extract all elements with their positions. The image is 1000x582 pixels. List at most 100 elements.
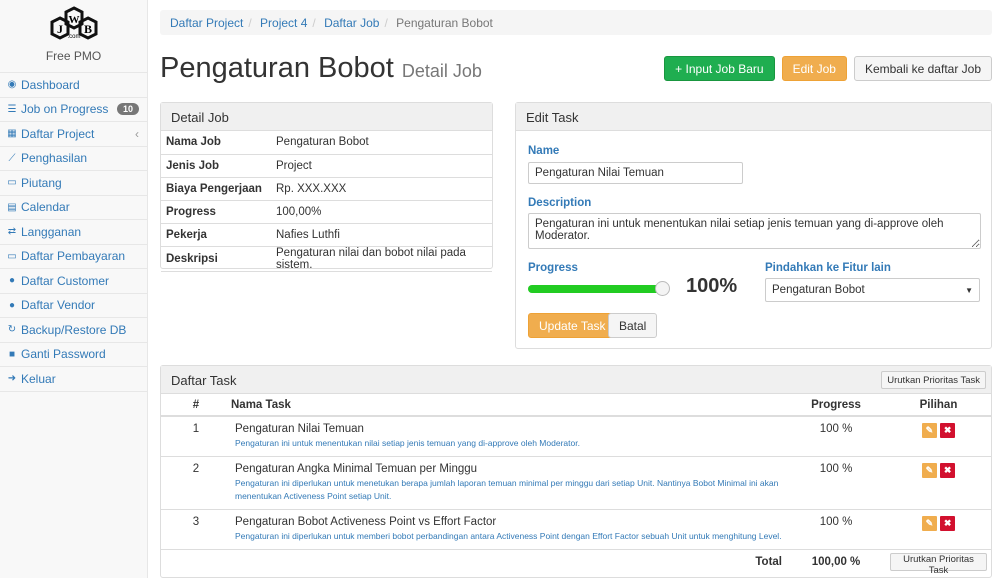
sidebar-item-label: Daftar Vendor [21,298,95,312]
sidebar-item-label: Piutang [21,176,62,190]
detail-value: Pengaturan nilai dan bobot nilai pada si… [271,246,492,271]
lock-icon: ■ [5,349,19,360]
sidebar-item-label: Daftar Project [21,127,94,141]
count-badge: 10 [117,103,139,115]
sidebar-item-calendar[interactable]: ▤Calendar [0,196,147,221]
task-progress: 100 % [786,416,886,457]
task-name: Pengaturan Nilai Temuan [235,423,782,435]
panel-title: Edit Task [516,103,991,131]
move-feature-select[interactable]: Pengaturan Bobot▼ [765,278,980,302]
name-label: Name [528,145,559,157]
calendar-icon: ▤ [5,202,19,213]
svg-text:B: B [83,22,91,36]
total-label: Total [161,550,786,582]
sidebar-item-backup-restore-db[interactable]: ↻Backup/Restore DB [0,318,147,343]
table-row: 2 Pengaturan Angka Minimal Temuan per Mi… [161,457,991,510]
sidebar-item-daftar-customer[interactable]: ●Daftar Customer [0,269,147,294]
progress-value: 100% [686,275,737,298]
task-description: Pengaturan ini untuk menentukan nilai se… [235,437,782,450]
progress-slider-fill [528,285,663,293]
money-icon: ▭ [5,177,19,188]
sidebar-item-langganan[interactable]: ⇄Langganan [0,220,147,245]
sidebar-item-dashboard[interactable]: ◉Dashboard [0,73,147,98]
sort-priority-button-bottom[interactable]: Urutkan Prioritas Task [890,553,987,571]
col-task-name: Nama Task [231,394,786,416]
task-progress: 100 % [786,457,886,510]
detail-key: Nama Job [161,131,271,154]
logo: J W B .com [0,0,147,48]
table-row: 1 Pengaturan Nilai Temuan Pengaturan ini … [161,416,991,457]
description-label: Description [528,197,591,209]
sidebar-item-daftar-project[interactable]: ▦Daftar Project ‹ [0,122,147,147]
sort-priority-button[interactable]: Urutkan Prioritas Task [881,371,986,389]
edit-task-panel: Edit Task Name Description Pengaturan in… [515,102,992,349]
sidebar-item-label: Daftar Customer [21,274,109,288]
breadcrumb: Daftar Project/ Project 4/ Daftar Job/ P… [160,10,992,35]
back-to-job-list-button[interactable]: Kembali ke daftar Job [854,56,992,81]
task-number: 1 [161,416,231,457]
sidebar-item-job-on-progress[interactable]: ☰Job on Progress 10 [0,98,147,123]
breadcrumb-current: Pengaturan Bobot [396,16,493,30]
line-chart-icon: ⟋ [5,153,19,164]
move-feature-label: Pindahkan ke Fitur lain [765,262,891,274]
edit-icon[interactable]: ✎ [922,516,937,531]
sidebar-item-daftar-pembayaran[interactable]: ▭Daftar Pembayaran [0,245,147,270]
jwb-logo-icon: J W B .com [44,4,104,44]
task-number: 2 [161,457,231,510]
task-name-input[interactable] [528,162,743,184]
dashboard-icon: ◉ [5,79,19,90]
edit-icon[interactable]: ✎ [922,423,937,438]
sidebar-item-penghasilan[interactable]: ⟋Penghasilan [0,147,147,172]
detail-value: 100,00% [271,200,492,223]
sidebar-item-label: Backup/Restore DB [21,323,126,337]
cancel-button[interactable]: Batal [608,313,657,338]
delete-icon[interactable]: ✖ [940,463,955,478]
edit-icon[interactable]: ✎ [922,463,937,478]
input-job-baru-button[interactable]: + Input Job Baru [664,56,774,81]
table-icon: ▦ [5,128,19,139]
edit-job-button[interactable]: Edit Job [782,56,847,81]
total-value: 100,00 % [786,550,886,582]
progress-slider[interactable] [528,285,663,293]
sidebar-item-label: Job on Progress [21,102,108,116]
brand-name: Free PMO [0,48,147,64]
sidebar-item-label: Keluar [21,372,56,386]
sidebar-item-ganti-password[interactable]: ■Ganti Password [0,343,147,368]
panel-title: Detail Job [161,103,492,131]
sidebar: J W B .com Free PMO ◉Dashboard☰Job on Pr… [0,0,148,578]
task-progress: 100 % [786,510,886,550]
sidebar-item-keluar[interactable]: ➜Keluar [0,367,147,392]
delete-icon[interactable]: ✖ [940,423,955,438]
update-task-button[interactable]: Update Task [528,313,617,338]
detail-key: Jenis Job [161,154,271,177]
tasks-icon: ☰ [5,104,19,115]
breadcrumb-daftar-job[interactable]: Daftar Job [324,16,379,30]
detail-value: Rp. XXX.XXX [271,177,492,200]
svg-text:.com: .com [67,34,80,40]
breadcrumb-daftar-project[interactable]: Daftar Project [170,16,243,30]
task-description: Pengaturan ini diperlukan untuk menetuka… [235,477,782,503]
sidebar-item-piutang[interactable]: ▭Piutang [0,171,147,196]
money-icon: ▭ [5,251,19,262]
delete-icon[interactable]: ✖ [940,516,955,531]
sidebar-item-daftar-vendor[interactable]: ●Daftar Vendor [0,294,147,319]
detail-value: Project [271,154,492,177]
task-description: Pengaturan ini diperlukan untuk memberi … [235,530,782,543]
chevron-left-icon: ‹ [135,127,139,141]
col-options: Pilihan [886,394,991,416]
panel-title: Daftar Task [171,373,237,388]
retweet-icon: ⇄ [5,226,19,237]
caret-down-icon: ▼ [965,286,973,295]
task-description-textarea[interactable]: Pengaturan ini untuk menentukan nilai se… [528,213,981,249]
breadcrumb-project[interactable]: Project 4 [260,16,307,30]
detail-key: Deskripsi [161,246,271,271]
detail-value: Pengaturan Bobot [271,131,492,154]
page-subtitle: Detail Job [402,61,482,81]
page-title: Pengaturan Bobot Detail Job [160,52,482,85]
sidebar-item-label: Ganti Password [21,347,106,361]
progress-slider-handle[interactable] [655,281,670,296]
